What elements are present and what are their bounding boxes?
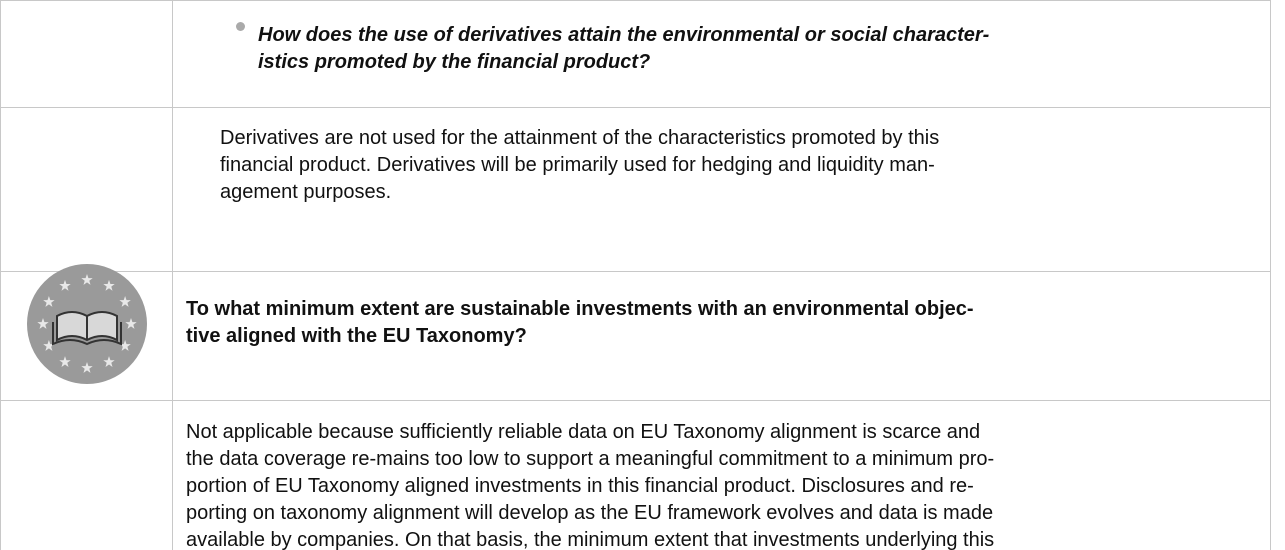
text-line: tive aligned with the EU Taxonomy? (186, 325, 527, 347)
text-line: available by companies. On that basis, t… (186, 529, 995, 550)
rule (0, 0, 1271, 1)
rule (0, 400, 1271, 401)
rule (1270, 0, 1271, 550)
star (119, 340, 131, 351)
text-line: To what minimum extent are sustainable i… (186, 298, 974, 320)
eu-taxonomy-icon (27, 264, 147, 384)
star (59, 279, 71, 291)
star (103, 279, 115, 291)
star (81, 362, 93, 373)
rule (172, 0, 173, 550)
star (43, 340, 55, 351)
rule (0, 271, 1271, 272)
text-line: agement purposes. (220, 181, 392, 203)
star (125, 318, 137, 329)
star (81, 274, 93, 285)
star (43, 296, 55, 307)
text-line: porting on taxonomy alignment will devel… (186, 502, 994, 524)
text-line: Not applicable because sufficiently reli… (186, 421, 981, 443)
text-line: the data coverage re-mains too low to su… (186, 448, 995, 470)
star (59, 356, 71, 367)
text-line: istics promoted by the financial product… (258, 51, 651, 73)
text-line: portion of EU Taxonomy aligned investmen… (186, 475, 974, 497)
star (119, 296, 131, 307)
text-line: How does the use of derivatives attain t… (258, 24, 990, 46)
text-line: financial product. Derivatives will be p… (220, 154, 935, 176)
star (103, 356, 115, 367)
rule (0, 0, 1, 550)
bullet (236, 22, 245, 31)
text-line: Derivatives are not used for the attainm… (220, 127, 940, 149)
rule (0, 107, 1271, 108)
star (37, 318, 49, 329)
